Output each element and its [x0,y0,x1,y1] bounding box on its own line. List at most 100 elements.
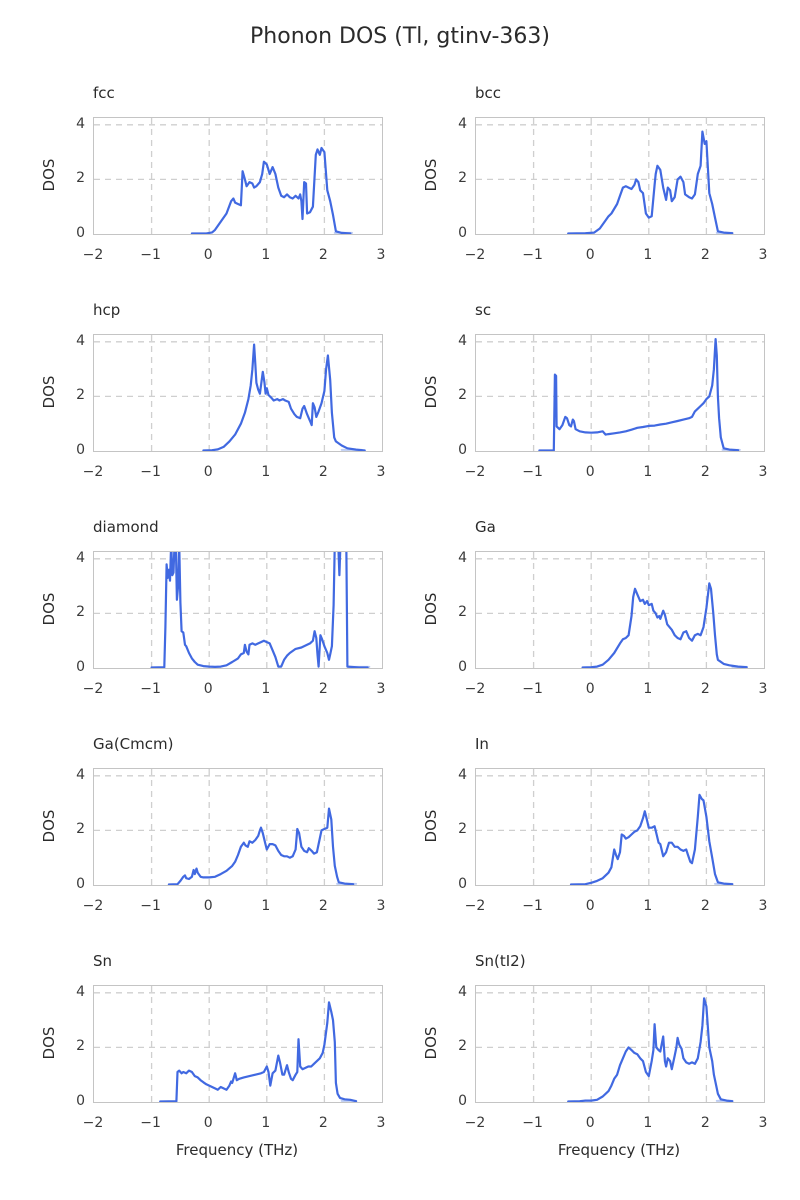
x-tick-label-ga: 1 [643,681,653,697]
x-tick-label-in: −1 [522,898,543,914]
x-tick-label-ga-cmcm: 3 [376,898,386,914]
y-tick-label-sc: 4 [458,332,467,349]
x-tick-label-fcc: 0 [203,247,213,263]
dos-plot-sn [94,986,382,1102]
x-tick-label-sn: 0 [203,1115,213,1131]
x-tick-label-diamond: −2 [82,681,104,697]
x-tick-label-ga: 3 [758,681,768,697]
x-tick-label-in: 2 [700,898,710,914]
y-tick-label-ga: 2 [458,604,467,621]
dos-plot-diamond [94,552,382,668]
dos-curve-ga-cmcm [167,807,355,885]
dos-plot-sn-ti2 [476,986,764,1102]
subplot-title-sc: sc [475,301,492,319]
y-tick-label-fcc: 4 [76,115,85,132]
x-tick-label-hcp: 1 [261,464,271,480]
x-tick-label-sn-ti2: 2 [700,1115,710,1131]
y-tick-label-diamond: 4 [76,549,85,566]
y-tick-label-sn-ti2: 4 [458,983,467,1000]
subplot-title-bcc: bcc [475,84,502,102]
y-tick-label-sn-ti2: 2 [458,1038,467,1055]
y-tick-label-bcc: 0 [458,225,467,241]
x-tick-label-sn-ti2: −1 [522,1115,543,1131]
dos-curve-sn-ti2 [567,997,734,1102]
x-tick-label-sn: −2 [82,1115,104,1131]
dos-plot-ga [476,552,764,668]
subplot-title-sn: Sn [93,952,113,970]
dos-curve-bcc [567,130,734,234]
y-axis-label-hcp: DOS [40,375,58,409]
y-axis-label-ga-cmcm: DOS [40,809,58,843]
y-tick-label-ga: 4 [458,549,467,566]
plot-area-sn [93,985,383,1103]
dos-plot-bcc [476,118,764,234]
x-tick-label-fcc: −2 [82,247,104,263]
y-tick-label-hcp: 2 [76,387,85,404]
x-tick-label-ga: −2 [464,681,486,697]
dos-curve-sc [538,338,740,451]
plot-area-diamond [93,551,383,669]
x-tick-label-bcc: −2 [464,247,486,263]
x-tick-label-ga-cmcm: −1 [140,898,161,914]
y-tick-label-in: 2 [458,821,467,838]
dos-curve-fcc [190,146,352,234]
x-tick-label-sc: 3 [758,464,768,480]
y-tick-label-bcc: 4 [458,115,467,132]
x-tick-label-bcc: 3 [758,247,768,263]
x-tick-label-sn-ti2: 3 [758,1115,768,1131]
y-axis-label-sc: DOS [422,375,440,409]
subplot-title-in: In [475,735,489,753]
x-tick-label-hcp: 2 [318,464,328,480]
x-tick-label-fcc: −1 [140,247,161,263]
x-tick-label-hcp: 3 [376,464,386,480]
x-tick-label-fcc: 3 [376,247,386,263]
x-tick-label-ga-cmcm: 1 [261,898,271,914]
x-tick-label-bcc: 1 [643,247,653,263]
y-tick-label-sc: 0 [458,442,467,458]
x-tick-label-diamond: 1 [261,681,271,697]
y-tick-label-sn: 2 [76,1038,85,1055]
x-tick-label-in: −2 [464,898,486,914]
figure-title: Phonon DOS (Tl, gtinv-363) [250,24,550,49]
x-tick-label-ga: 0 [585,681,595,697]
plot-area-ga-cmcm [93,768,383,886]
x-axis-label-sn: Frequency (THz) [175,1141,299,1159]
y-tick-label-sn: 0 [76,1093,85,1109]
subplot-title-sn-ti2: Sn(tI2) [475,952,526,970]
y-tick-label-in: 4 [458,766,467,783]
plot-area-sn-ti2 [475,985,765,1103]
y-axis-label-diamond: DOS [40,592,58,626]
plot-area-sc [475,334,765,452]
y-tick-label-sn: 4 [76,983,85,1000]
y-tick-label-sc: 2 [458,387,467,404]
x-tick-label-fcc: 2 [318,247,328,263]
y-tick-label-hcp: 0 [76,442,85,458]
dos-curve-ga [581,582,748,668]
dos-plot-fcc [94,118,382,234]
subplot-title-hcp: hcp [93,301,121,319]
x-tick-label-ga-cmcm: 2 [318,898,328,914]
x-tick-label-sn: −1 [140,1115,161,1131]
x-tick-label-sc: 0 [585,464,595,480]
x-tick-label-sc: 1 [643,464,653,480]
y-tick-label-ga-cmcm: 4 [76,766,85,783]
y-tick-label-in: 0 [458,876,467,892]
subplot-title-ga: Ga [475,518,496,536]
dos-curve-sn [159,1001,358,1102]
plot-area-hcp [93,334,383,452]
plot-area-in [475,768,765,886]
y-axis-label-fcc: DOS [40,158,58,192]
y-axis-label-in: DOS [422,809,440,843]
y-tick-label-diamond: 2 [76,604,85,621]
dos-curve-in [569,793,734,885]
x-tick-label-in: 1 [643,898,653,914]
y-axis-label-sn: DOS [40,1026,58,1060]
x-tick-label-ga-cmcm: 0 [203,898,213,914]
plot-area-fcc [93,117,383,235]
x-tick-label-sc: −1 [522,464,543,480]
plot-area-bcc [475,117,765,235]
dos-curve-hcp [202,343,366,451]
dos-plot-ga-cmcm [94,769,382,885]
